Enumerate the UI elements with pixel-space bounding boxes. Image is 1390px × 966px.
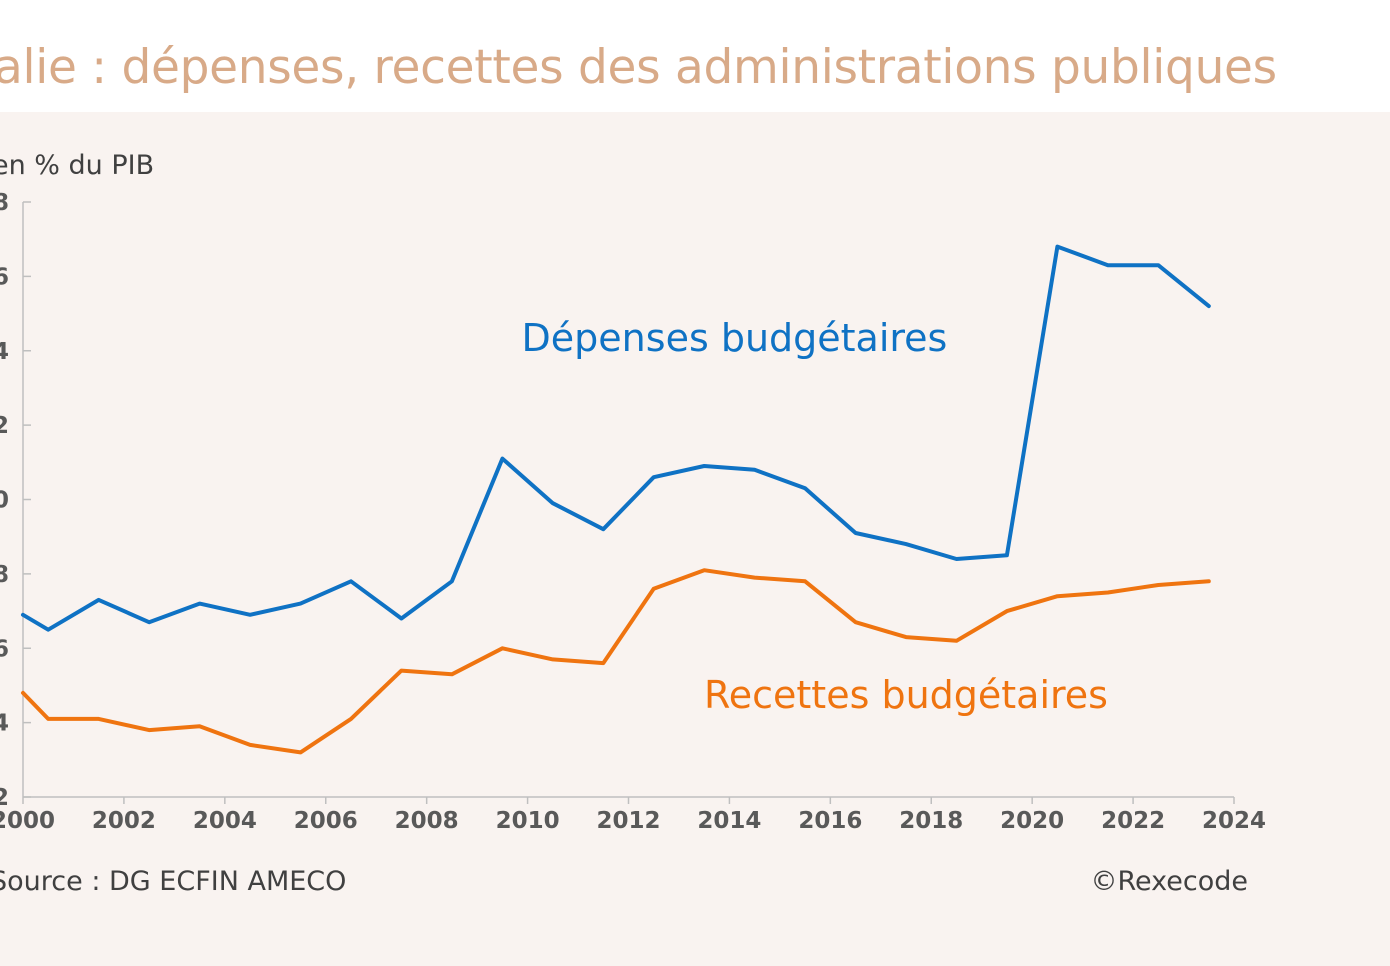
x-tick-label: 2012 — [596, 808, 660, 834]
y-tick-label: 8 — [0, 190, 9, 216]
series-labels: Dépenses budgétaires Recettes budgétaires — [522, 316, 1108, 717]
y-tick-label: 6 — [0, 264, 9, 290]
y-tick-label: 4 — [0, 339, 9, 365]
y-tick-label: 4 — [0, 711, 9, 737]
ticks: 2000 2002 2004 2006 2008 2010 2012 2014 2016 2018… — [0, 190, 1266, 834]
x-tick-label: 2002 — [92, 808, 156, 834]
x-tick-label: 2018 — [899, 808, 963, 834]
series-label-depenses: Dépenses budgétaires — [522, 316, 948, 360]
x-tick-label: 2004 — [193, 808, 257, 834]
source-note: Source : DG ECFIN AMECO — [0, 866, 347, 897]
y-tick-label: 6 — [0, 636, 9, 662]
x-tick-label: 2024 — [1202, 808, 1266, 834]
chart-panel — [0, 112, 1390, 966]
y-axis-unit-label: en % du PIB — [0, 150, 155, 181]
copyright-note: ©Rexecode — [1090, 866, 1248, 897]
series-line-recettes — [21, 568, 1211, 755]
x-tick-label: 2010 — [496, 808, 560, 834]
y-tick-label: 8 — [0, 562, 9, 588]
x-tick-label: 2006 — [294, 808, 358, 834]
x-tick-label: 2020 — [1000, 808, 1064, 834]
x-tick-label: 2014 — [697, 808, 761, 834]
chart-title: alie : dépenses, recettes des administra… — [0, 40, 1277, 95]
x-tick-label: 2022 — [1101, 808, 1165, 834]
y-tick-label: 2 — [0, 785, 9, 811]
series-line-depenses — [21, 244, 1211, 632]
x-tick-label: 2000 — [0, 808, 55, 834]
y-tick-label: 0 — [0, 488, 9, 514]
x-tick-label: 2016 — [798, 808, 862, 834]
series-label-recettes: Recettes budgétaires — [704, 673, 1108, 717]
x-tick-label: 2008 — [395, 808, 459, 834]
y-tick-label: 2 — [0, 413, 9, 439]
series-lines — [21, 244, 1211, 755]
